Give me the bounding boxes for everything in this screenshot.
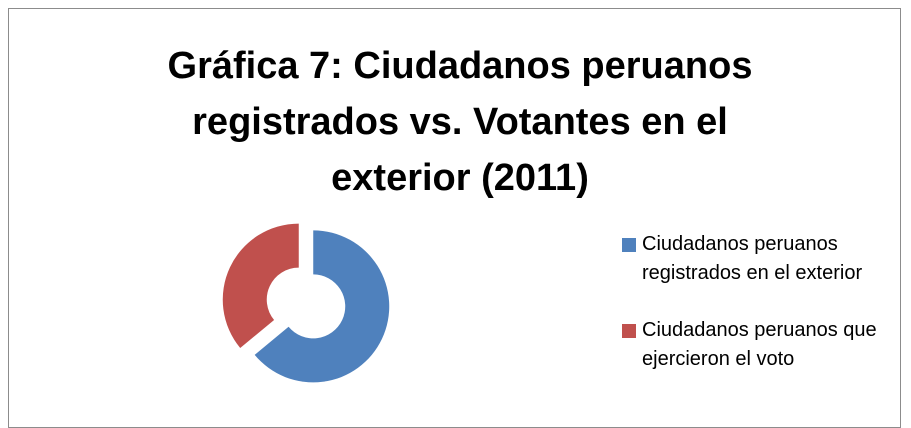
- chart-title: Gráfica 7: Ciudadanos peruanos registrad…: [167, 45, 753, 199]
- legend-item: Ciudadanos peruanos registrados en el ex…: [622, 230, 892, 288]
- legend-label: Ciudadanos peruanos registrados en el ex…: [642, 233, 863, 284]
- legend-swatch: [622, 324, 636, 338]
- legend-label: Ciudadanos peruanos que ejercieron el vo…: [642, 319, 877, 370]
- legend-item: Ciudadanos peruanos que ejercieron el vo…: [622, 316, 892, 374]
- legend-swatch: [622, 238, 636, 252]
- donut-segment: [222, 223, 299, 349]
- donut-segment: [254, 230, 390, 383]
